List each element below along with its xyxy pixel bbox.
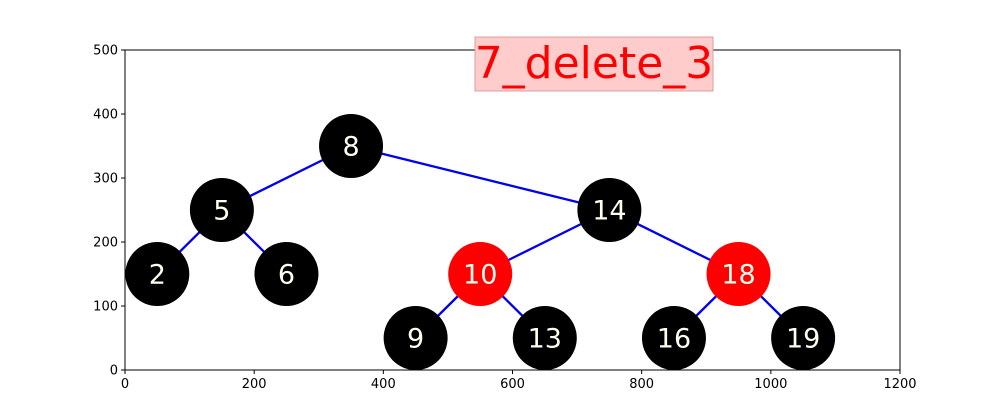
node-label: 13 — [528, 324, 562, 355]
nodes-layer: 8 5 14 2 6 10 18 9 13 16 19 — [125, 114, 836, 370]
node-label: 14 — [592, 196, 626, 227]
node-label: 19 — [786, 324, 820, 355]
node-label: 10 — [463, 260, 497, 291]
x-tick-label: 800 — [629, 377, 654, 392]
node-labels: 8 5 14 2 6 10 18 9 13 16 19 — [149, 132, 821, 355]
x-axis: 0 200 400 600 800 1000 1200 — [121, 370, 917, 392]
node-circles — [125, 114, 836, 370]
chart-title: 7_delete_3 — [475, 38, 714, 89]
node-label: 2 — [149, 260, 166, 291]
tree-node — [771, 306, 836, 370]
title-group: 7_delete_3 — [474, 36, 714, 92]
y-tick-label: 500 — [93, 44, 118, 59]
title-box — [474, 36, 714, 92]
y-tick-label: 300 — [93, 172, 118, 187]
x-tick-label: 200 — [242, 377, 267, 392]
tree-node — [641, 306, 706, 370]
node-label: 6 — [278, 260, 295, 291]
node-label: 9 — [407, 324, 424, 355]
tree-node — [448, 242, 513, 306]
tree-node — [383, 306, 448, 370]
x-tick-label: 400 — [371, 377, 396, 392]
node-label: 5 — [213, 196, 230, 227]
x-tick-label: 1200 — [883, 377, 916, 392]
y-tick-label: 0 — [110, 364, 118, 379]
tree-node — [706, 242, 771, 306]
y-tick-label: 400 — [93, 108, 118, 123]
node-label: 8 — [342, 132, 359, 163]
node-label: 16 — [657, 324, 691, 355]
tree-node — [254, 242, 319, 306]
tree-node — [577, 178, 642, 242]
x-tick-label: 0 — [121, 377, 129, 392]
tree-node — [189, 178, 254, 242]
y-tick-label: 100 — [93, 300, 118, 315]
tree-edge — [350, 144, 610, 212]
node-label: 18 — [721, 260, 755, 291]
tree-node — [512, 306, 577, 370]
tree-node — [125, 242, 190, 306]
y-tick-label: 200 — [93, 236, 118, 251]
x-tick-label: 1000 — [754, 377, 787, 392]
tree-node — [319, 114, 384, 178]
x-tick-label: 600 — [500, 377, 525, 392]
y-axis: 0 100 200 300 400 500 — [93, 44, 125, 379]
